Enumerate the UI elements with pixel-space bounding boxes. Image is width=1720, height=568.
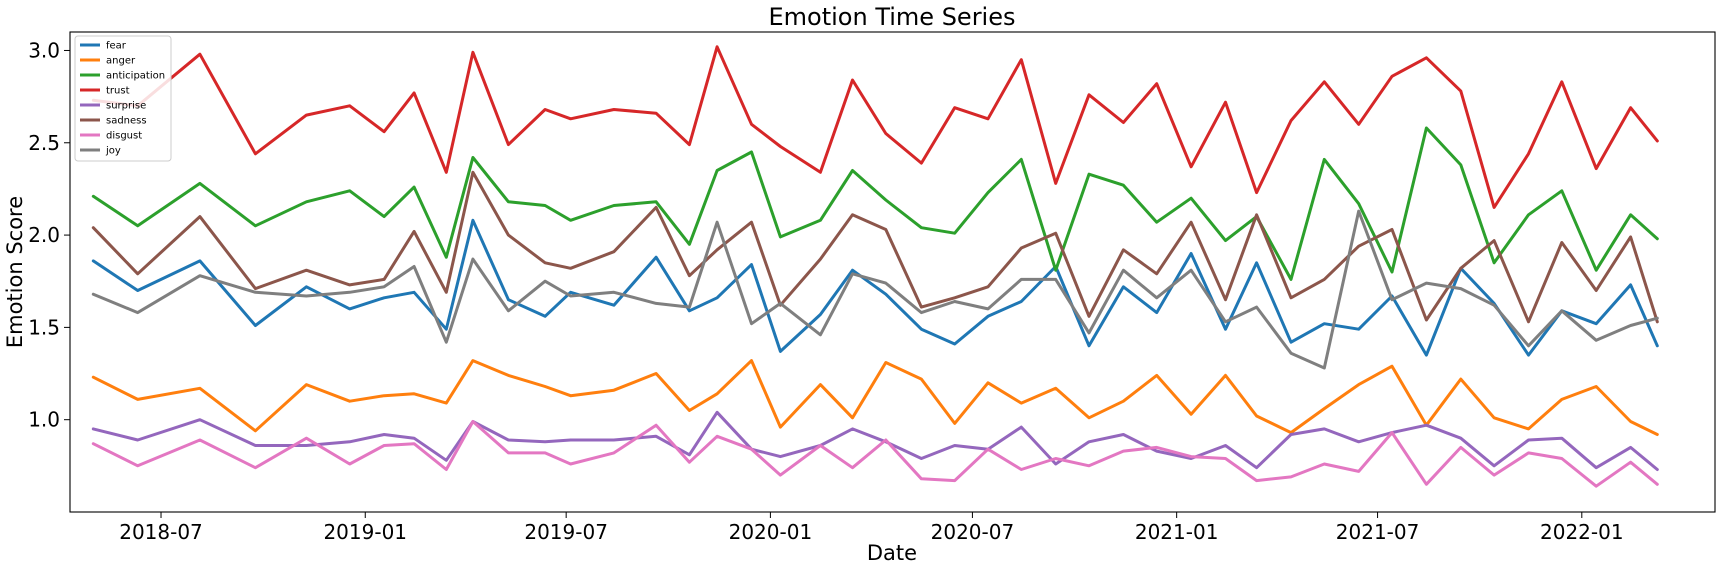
series-line-disgust xyxy=(91,420,1659,488)
y-tick-label: 1.5 xyxy=(28,315,60,339)
legend-label-fear: fear xyxy=(106,41,127,52)
legend-label-joy: joy xyxy=(105,146,121,157)
series-line-anger xyxy=(91,359,1659,436)
x-tick-label: 2020-07 xyxy=(931,520,1015,544)
legend-box xyxy=(74,35,172,162)
x-tick-label: 2020-01 xyxy=(729,520,813,544)
y-tick-label: 1.0 xyxy=(28,408,60,432)
y-tick-label: 2.5 xyxy=(28,131,60,155)
x-tick-label: 2019-01 xyxy=(323,520,407,544)
legend-label-disgust: disgust xyxy=(106,131,142,142)
series-line-fear xyxy=(91,218,1659,357)
legend-label-surprise: surprise xyxy=(106,101,146,112)
series-line-anticipation xyxy=(91,126,1659,281)
legend-label-sadness: sadness xyxy=(106,116,147,127)
chart-title: Emotion Time Series xyxy=(769,3,1016,31)
x-tick-label: 2021-01 xyxy=(1135,520,1219,544)
legend-label-anger: anger xyxy=(106,56,136,67)
y-tick-label: 2.0 xyxy=(28,223,60,247)
y-tick-label: 3.0 xyxy=(28,38,60,62)
x-tick-label: 2018-07 xyxy=(119,520,203,544)
legend: fear anger anticipation trust surprise sadnes… xyxy=(74,35,172,162)
x-tick-label: 2022-01 xyxy=(1540,520,1624,544)
plot-frame xyxy=(69,31,1716,513)
x-tick-label: 2021-07 xyxy=(1336,520,1420,544)
series-line-joy xyxy=(91,209,1659,370)
x-tick-label: 2019-07 xyxy=(524,520,608,544)
legend-label-trust: trust xyxy=(106,86,130,97)
legend-label-anticipation: anticipation xyxy=(106,71,165,82)
y-axis-title: Emotion Score xyxy=(3,196,27,348)
x-axis-title: Date xyxy=(867,541,917,565)
series-line-surprise xyxy=(91,410,1659,471)
series-line-trust xyxy=(91,45,1659,209)
